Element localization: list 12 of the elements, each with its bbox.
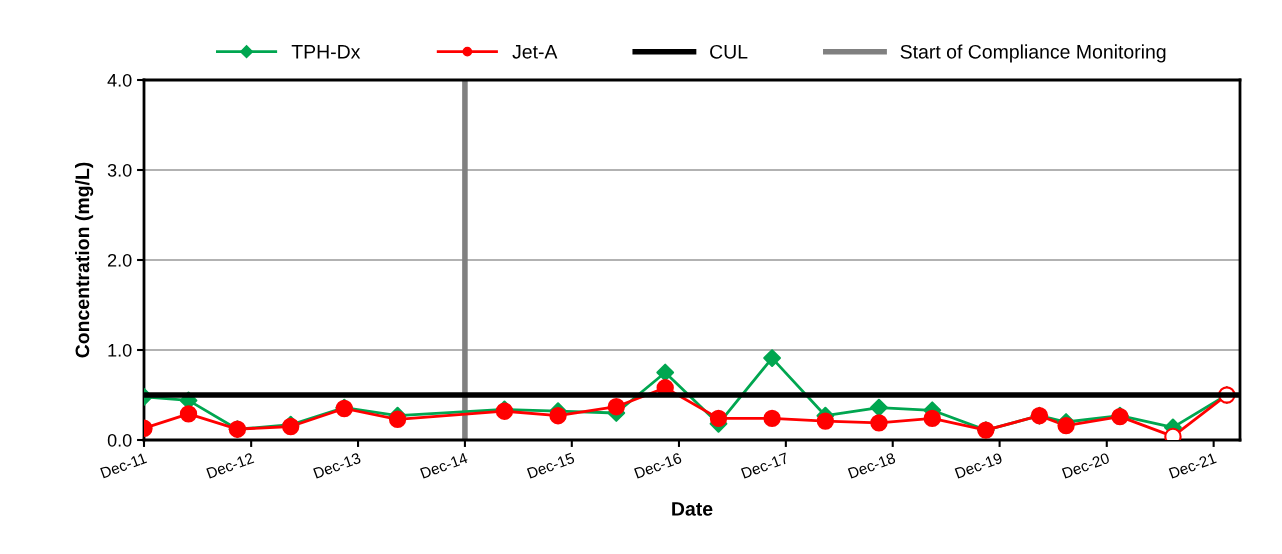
y-tick-label: 1.0 — [108, 343, 132, 357]
legend-label: Jet-A — [512, 45, 558, 59]
y-tick-label: 2.0 — [108, 253, 132, 267]
y-tick-label: 3.0 — [107, 163, 132, 177]
y-tick-label: 0.0 — [107, 433, 132, 447]
legend-label: TPH-Dx — [291, 45, 361, 59]
x-axis-title: Date — [672, 502, 713, 516]
legend-label: Start of Compliance Monitoring — [900, 44, 1166, 63]
y-tick-label: 4.0 — [107, 73, 132, 87]
legend-label: CUL — [710, 44, 748, 59]
y-axis-title: Concentration (mg/L) — [75, 162, 94, 358]
x-tick-label: Dec-11 — [100, 452, 148, 479]
